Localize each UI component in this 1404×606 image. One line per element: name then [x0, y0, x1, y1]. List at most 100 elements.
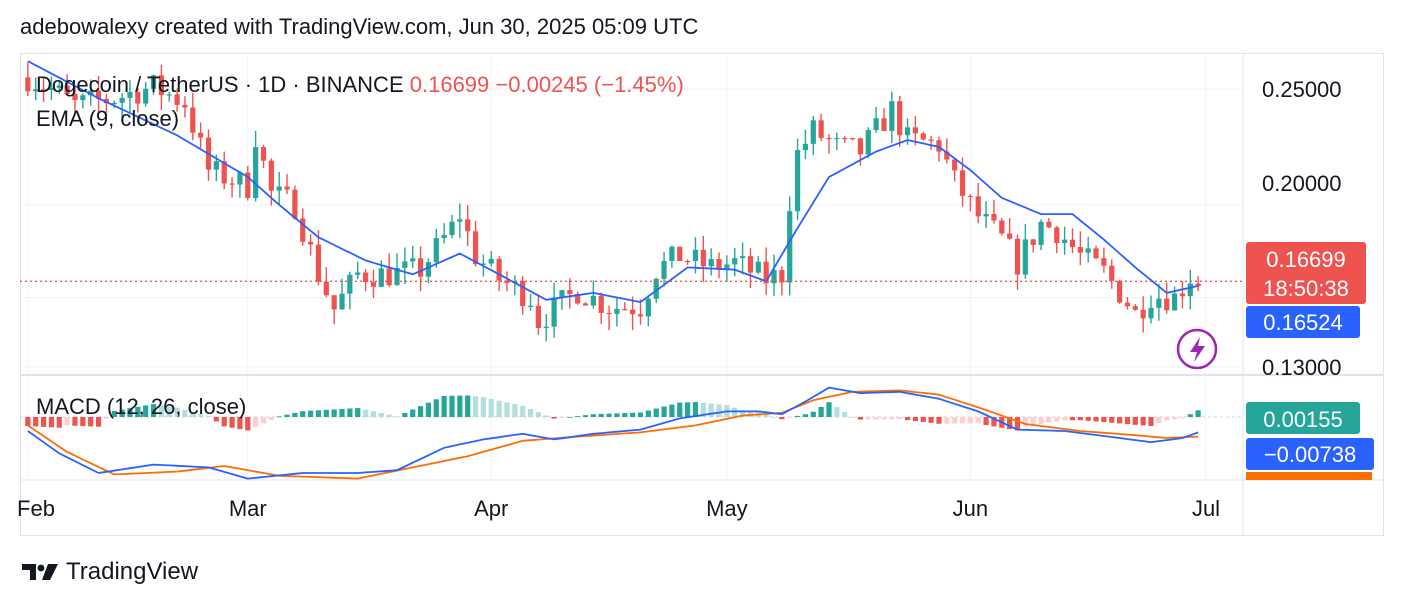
- candle-body: [425, 262, 432, 277]
- macd-histogram-bar: [1022, 417, 1028, 427]
- macd-histogram-bar: [842, 412, 848, 417]
- candle-body: [959, 170, 966, 196]
- candle-body: [1156, 298, 1162, 308]
- candle-body: [95, 90, 102, 99]
- macd-histogram-bar: [64, 417, 70, 426]
- candle-body: [1085, 248, 1091, 253]
- candle-body: [1062, 239, 1068, 243]
- candle-body: [1022, 239, 1028, 275]
- lightning-icon[interactable]: [1176, 328, 1218, 370]
- candle-body: [912, 127, 918, 134]
- macd-histogram-bar: [975, 417, 981, 424]
- macd-histogram-bar: [1093, 417, 1099, 422]
- macd-histogram-bar: [881, 417, 887, 420]
- candle-body: [449, 221, 455, 236]
- candle-body: [1171, 293, 1178, 311]
- macd-histogram-bar: [567, 416, 573, 418]
- macd-histogram-bar: [221, 417, 227, 427]
- macd-histogram-bar: [205, 416, 212, 418]
- candle-body: [645, 298, 651, 317]
- macd-histogram-bar: [103, 417, 109, 419]
- candle-body: [182, 104, 188, 108]
- price-tick-label: 0.13000: [1262, 355, 1342, 380]
- macd-histogram-bar: [323, 409, 329, 417]
- candle-body: [229, 183, 235, 185]
- macd-histogram-bar: [386, 414, 392, 417]
- macd-histogram-bar: [1187, 414, 1193, 417]
- candle-body: [1132, 306, 1138, 310]
- macd-histogram-bar: [496, 400, 502, 417]
- candle-body: [904, 127, 911, 136]
- candle-body: [488, 258, 494, 264]
- candle-body: [190, 107, 196, 133]
- macd-line: [27, 386, 1199, 480]
- macd-histogram-bar: [967, 417, 973, 424]
- signal-value-badge: −0.00738: [1246, 438, 1374, 470]
- candle-body: [253, 147, 259, 199]
- lightning-icon-bolt: [1190, 337, 1205, 362]
- candle-body: [567, 290, 573, 294]
- candle-body: [559, 290, 565, 298]
- candle-body: [127, 92, 133, 98]
- macd-histogram-bar: [1007, 417, 1013, 430]
- macd-histogram-bar: [300, 411, 306, 417]
- candle-body: [967, 195, 973, 198]
- macd-histogram-bar: [1069, 417, 1076, 421]
- macd-histogram-bar: [936, 417, 942, 424]
- candle-body: [779, 270, 785, 283]
- candle-body: [260, 147, 267, 161]
- date-tick-label: Feb: [17, 496, 55, 521]
- candle-body: [983, 213, 989, 217]
- macd-histogram-bar: [983, 417, 989, 426]
- candle-body: [1069, 239, 1076, 248]
- macd-histogram-bar: [865, 417, 871, 420]
- macd-histogram-bar: [425, 402, 432, 417]
- macd-histogram-bar: [48, 417, 55, 428]
- last-price: 0.16699: [409, 72, 490, 97]
- macd-histogram-bar: [669, 404, 675, 417]
- candle-body: [355, 272, 361, 275]
- macd-histogram-bar: [229, 417, 235, 428]
- macd-histogram-bar: [653, 408, 659, 417]
- macd-histogram-bar: [1101, 417, 1107, 423]
- macd-histogram-bar: [1171, 417, 1178, 420]
- macd-histogram-bar: [1062, 417, 1068, 421]
- macd-histogram-bar: [394, 416, 400, 418]
- tradingview-logo[interactable]: TradingView: [20, 556, 198, 588]
- candle-body: [88, 90, 94, 96]
- macd-histogram-bar: [802, 414, 809, 417]
- candle-body: [1038, 221, 1044, 245]
- macd-histogram-bar: [551, 417, 557, 419]
- candle-body: [763, 261, 769, 284]
- macd-histogram-bar: [1077, 417, 1083, 421]
- candle-body: [1117, 280, 1123, 303]
- candle-body: [991, 213, 997, 221]
- macd-histogram-bar: [1195, 410, 1201, 417]
- candle-body: [64, 85, 70, 95]
- macd-histogram-bar: [732, 407, 738, 417]
- candle-body: [700, 249, 706, 267]
- candle-body: [135, 92, 141, 104]
- macd-histogram-bar: [1132, 417, 1138, 425]
- chart-frame: [20, 53, 1384, 536]
- macd-histogram-bar: [174, 407, 180, 417]
- date-tick-label: Jul: [1192, 496, 1220, 521]
- macd-histogram-bar: [488, 398, 494, 417]
- macd-histogram-bar: [763, 414, 769, 417]
- macd-histogram-bar: [284, 414, 290, 417]
- candle-body: [417, 258, 424, 277]
- candle-body: [1046, 221, 1052, 228]
- candle-body: [716, 259, 722, 271]
- macd-histogram-bar: [465, 395, 471, 417]
- macd-histogram-bar: [535, 412, 541, 417]
- symbol-legend: Dogecoin / TetherUS · 1D · BINANCE 0.166…: [36, 72, 684, 98]
- macd-histogram-bar: [1140, 417, 1146, 426]
- candle-body: [33, 89, 39, 92]
- candle-body: [732, 258, 738, 265]
- macd-histogram-bar: [527, 409, 534, 417]
- macd-value-badge-bg: [1246, 402, 1360, 434]
- candle-body: [928, 139, 934, 141]
- candle-body: [268, 160, 274, 191]
- macd-histogram-bar: [810, 411, 816, 417]
